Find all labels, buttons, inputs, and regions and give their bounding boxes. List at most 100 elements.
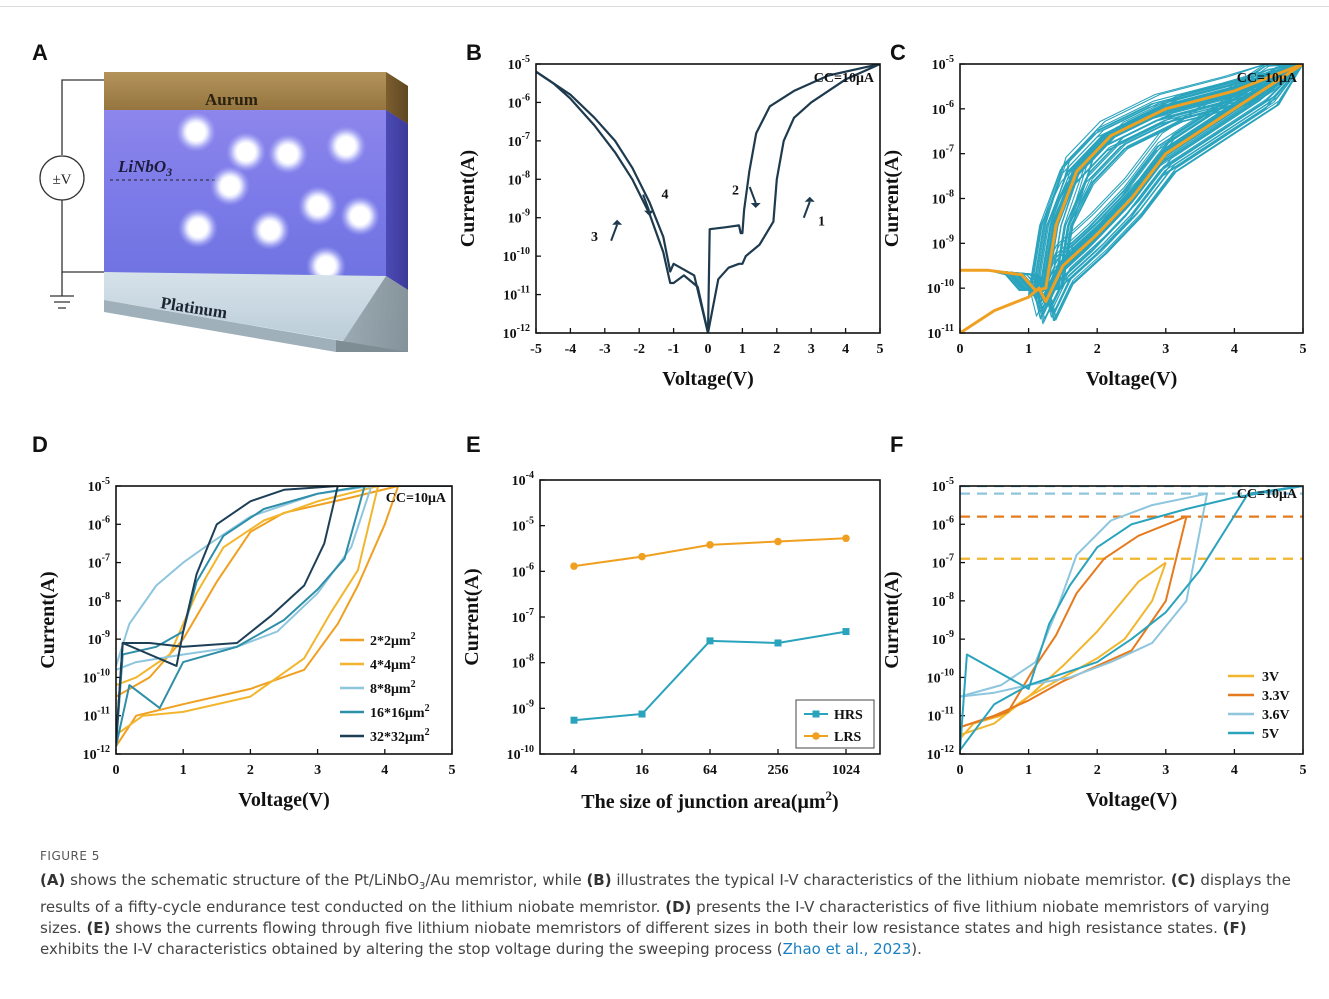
x-tick-label: 0 (705, 342, 712, 357)
figure-label: FIGURE 5 (40, 849, 100, 863)
top-rule (0, 6, 1329, 7)
y-tick-label: 10-12 (83, 744, 110, 763)
x-tick-label: 3 (1162, 342, 1169, 357)
x-axis-title: Voltage(V) (1086, 789, 1177, 811)
caption-panel-ref: (E) (86, 919, 111, 937)
linbo3-label: LiNbO3 (117, 157, 172, 179)
iv-curve (116, 486, 379, 687)
iv-curve (116, 486, 452, 743)
iv-curve (960, 492, 1208, 698)
iv-curve (536, 70, 710, 333)
x-tick-label: 1 (1025, 763, 1032, 778)
y-tick-label: 10-8 (512, 653, 534, 672)
iv-curve (116, 486, 338, 743)
y-tick-label: 10-5 (932, 54, 954, 73)
plot-frame (959, 63, 1304, 334)
y-tick-label: 10-11 (927, 323, 954, 342)
iv-curve (116, 486, 365, 747)
y-tick-label: 10-9 (512, 698, 534, 717)
compliance-label: CC=10μA (386, 491, 447, 506)
compliance-label: CC=10μA (1237, 71, 1298, 86)
sweep-arrow-icon (610, 224, 619, 242)
legend-label: 2*2μm2 (370, 631, 416, 649)
data-point (570, 716, 578, 724)
data-point (774, 537, 782, 546)
x-tick-label: 1 (739, 342, 746, 357)
sweep-arrow-icon (642, 194, 651, 212)
panel-c: C 10-11 10-10 10-9 10-8 10-7 10-6 10-5 0 1 2 3 4 5 CC=… (881, 40, 1307, 390)
y-tick-label: 10-9 (508, 208, 530, 227)
sweep-arrow-label: 3 (591, 230, 598, 245)
y-tick-label: 10-11 (503, 285, 530, 304)
legend-marker (812, 710, 820, 718)
panel-d-label: D (32, 432, 48, 457)
legend-label: HRS (834, 708, 863, 723)
data-point (638, 710, 646, 718)
y-tick-label: 10-12 (927, 744, 954, 763)
iv-curve (960, 515, 1187, 729)
panel-a-label: A (32, 40, 48, 65)
x-tick-label: 2 (1094, 342, 1101, 357)
legend-label: 4*4μm2 (370, 655, 416, 673)
panel-b-label: B (466, 40, 482, 65)
compliance-label: CC=10μA (1237, 487, 1298, 502)
legend-label: 16*16μm2 (370, 703, 430, 721)
y-tick-label: 10-9 (932, 629, 954, 648)
sweep-arrowhead-icon (612, 219, 623, 225)
x-tick-label: 4 (571, 763, 578, 778)
y-axis-title: Current(A) (461, 568, 483, 665)
x-tick-label: -2 (633, 342, 645, 357)
caption-panel-ref: (A) (40, 871, 66, 889)
plot-frame (115, 485, 453, 755)
iv-curve (960, 493, 1208, 698)
x-tick-label: 1 (1025, 342, 1032, 357)
data-point (706, 541, 714, 549)
x-tick-label: -4 (565, 342, 577, 357)
y-tick-label: 10-6 (512, 561, 534, 580)
sweep-arrow-icon (748, 186, 757, 204)
panel-c-label: C (890, 40, 906, 65)
x-tick-label: 0 (957, 763, 964, 778)
sweep-arrowhead-icon (804, 196, 815, 202)
plot-frame (535, 63, 881, 334)
legend-label: 3.3V (1262, 689, 1290, 704)
plot-frame (959, 485, 1304, 755)
endurance-cycle-curve (960, 64, 1303, 291)
y-axis-title: Current(A) (37, 571, 59, 668)
iv-curve (960, 486, 1303, 751)
iv-curve (116, 486, 452, 736)
highlighted-cycle-curve (960, 64, 1303, 292)
legend-box (795, 699, 875, 749)
data-point (774, 639, 782, 647)
x-tick-label: 256 (768, 763, 789, 778)
x-tick-label: 5 (449, 763, 456, 778)
panel-e-label: E (466, 432, 481, 457)
caption-text: (A) shows the schematic structure of the… (40, 871, 1291, 958)
x-axis-title: The size of junction area(μm2) (581, 788, 838, 813)
x-tick-label: 3 (808, 342, 815, 357)
iv-curve (536, 70, 710, 333)
x-tick-label: -3 (599, 342, 611, 357)
x-tick-label: 4 (1231, 763, 1238, 778)
circuit-wires (50, 79, 108, 309)
y-tick-label: 10-7 (932, 553, 954, 572)
citation-link[interactable]: Zhao et al., 2023 (782, 940, 912, 958)
x-tick-label: 0 (957, 342, 964, 357)
data-point (638, 552, 646, 561)
y-tick-label: 10-12 (503, 323, 530, 342)
iv-curve (116, 486, 399, 698)
x-tick-label: 2 (1094, 763, 1101, 778)
y-tick-label: 10-5 (932, 476, 954, 495)
legend-label: 5V (1262, 727, 1279, 742)
legend-label: 32*32μm2 (370, 727, 430, 745)
x-tick-label: 4 (842, 342, 849, 357)
voltage-source-icon (39, 155, 85, 201)
compliance-label: CC=10μA (814, 71, 875, 86)
y-tick-label: 10-5 (88, 476, 110, 495)
y-tick-label: 10-4 (512, 470, 534, 489)
data-point (842, 534, 850, 543)
sweep-arrowhead-icon (750, 202, 761, 208)
y-tick-label: 10-5 (508, 54, 530, 73)
y-tick-label: 10-10 (503, 246, 530, 265)
